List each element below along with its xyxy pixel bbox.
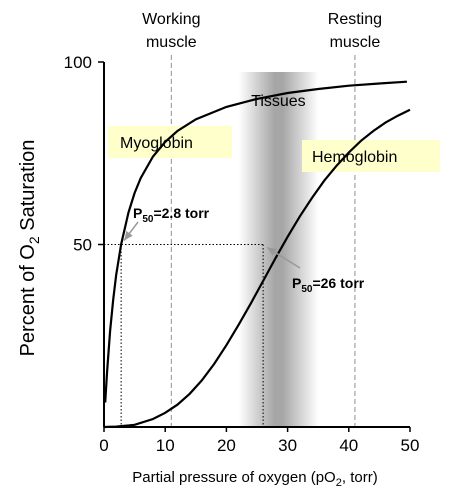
hemoglobin-label-box (302, 140, 440, 172)
resting-muscle-label-line2: muscle (330, 34, 381, 51)
x-tick-label: 0 (99, 436, 108, 455)
x-tick-label: 40 (339, 436, 358, 455)
x-axis-title-sub: 2 (336, 477, 342, 489)
y-tick-label: 100 (64, 53, 92, 72)
legend-myoglobin: Myoglobin (120, 135, 193, 152)
x-axis-title: Partial pressure of oxygen (pO2, torr) (132, 469, 377, 489)
p50-myoglobin-sub: 50 (142, 214, 154, 225)
y-axis-title-sub: 2 (26, 236, 42, 244)
x-ticks: 0 10 20 30 40 50 (99, 427, 419, 455)
myoglobin-label-box (108, 126, 232, 158)
x-tick-label: 10 (156, 436, 175, 455)
y-axis-title-end: Saturation (17, 140, 39, 237)
legend-hemoglobin: Hemoglobin (312, 149, 397, 166)
x-axis-title-end: , torr) (342, 469, 378, 486)
p50-myoglobin-annotation: P50=2.8 torr (133, 205, 210, 225)
resting-muscle-label-line1: Resting (328, 11, 382, 28)
tissues-band (238, 72, 319, 427)
working-muscle-label-line1: Working (142, 11, 200, 28)
p50-myoglobin-arrowhead (124, 230, 133, 241)
myoglobin-curve (104, 80, 407, 403)
y-tick-label: 50 (73, 236, 92, 255)
p50-hemoglobin-p: P (292, 275, 301, 291)
x-tick-label: 20 (217, 436, 236, 455)
p50-hemoglobin-arrowhead (267, 247, 277, 256)
p50-myoglobin-value: =2.8 torr (153, 205, 209, 221)
hemoglobin-curve (103, 108, 411, 429)
y-axis-title: Percent of O2 Saturation (17, 140, 42, 357)
working-muscle-label-line2: muscle (146, 34, 197, 51)
p50-hemoglobin-annotation: P50=26 torr (292, 275, 365, 295)
x-tick-label: 50 (401, 436, 420, 455)
p50-hemoglobin-sub: 50 (301, 284, 313, 295)
p50-hemoglobin-value: =26 torr (312, 275, 364, 291)
x-axis-title-main: Partial pressure of oxygen (pO (132, 469, 335, 486)
x-tick-label: 30 (278, 436, 297, 455)
y-axis-title-main: Percent of O (17, 244, 39, 356)
y-ticks: 50 100 (64, 53, 104, 255)
p50-myoglobin-p: P (133, 205, 142, 221)
